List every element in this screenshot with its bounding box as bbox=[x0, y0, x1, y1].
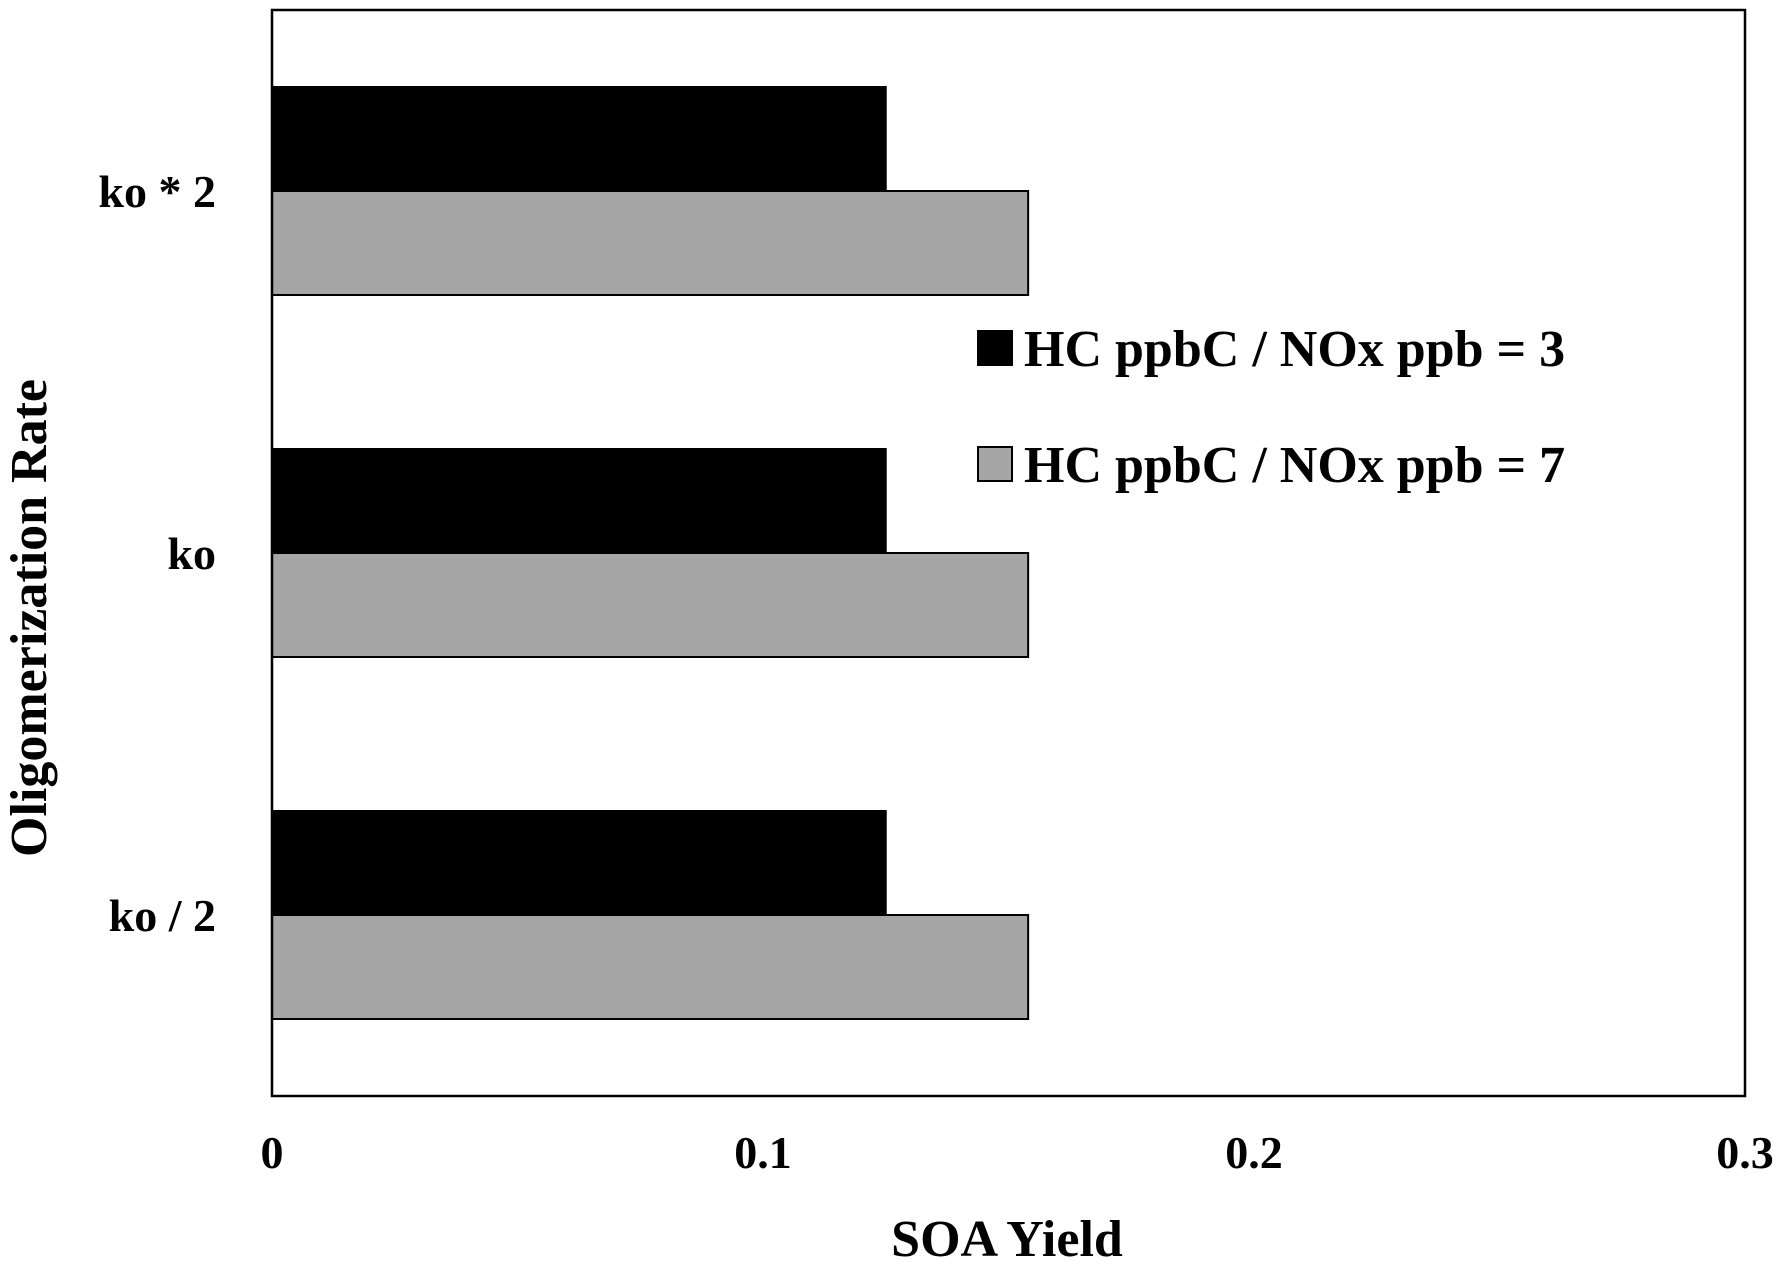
bar-series-1-category-2 bbox=[271, 448, 887, 554]
y-axis-categories: ko / 2 ko ko * 2 bbox=[98, 166, 216, 941]
category-label: ko * 2 bbox=[98, 166, 216, 217]
x-tick-label: 0.2 bbox=[1225, 1127, 1283, 1178]
x-axis-title: SOA Yield bbox=[891, 1211, 1123, 1268]
legend-label-2: HC ppbC / NOx ppb = 7 bbox=[1024, 437, 1565, 494]
bar-series-2-category-1 bbox=[271, 914, 1030, 1020]
bar-series-2-category-3 bbox=[271, 190, 1030, 296]
plot-area bbox=[270, 8, 1747, 1098]
bar-series-1-category-1 bbox=[271, 810, 887, 916]
category-label: ko / 2 bbox=[109, 890, 216, 941]
legend-swatch-2 bbox=[977, 446, 1013, 482]
legend-swatch-1 bbox=[977, 330, 1013, 366]
bar-series-2-category-2 bbox=[271, 552, 1030, 658]
x-tick-label: 0 bbox=[261, 1127, 284, 1178]
legend: HC ppbC / NOx ppb = 3 HC ppbC / NOx ppb =… bbox=[977, 321, 1565, 494]
x-axis-ticks: 0 0.1 0.2 0.3 bbox=[261, 1127, 1774, 1178]
y-axis-title: Oligomerization Rate bbox=[1, 379, 58, 857]
bars bbox=[271, 86, 1030, 1020]
x-tick-label: 0.1 bbox=[734, 1127, 792, 1178]
bar-series-1-category-3 bbox=[271, 86, 887, 192]
x-tick-label: 0.3 bbox=[1716, 1127, 1774, 1178]
category-label: ko bbox=[167, 528, 216, 579]
legend-label-1: HC ppbC / NOx ppb = 3 bbox=[1024, 321, 1565, 378]
